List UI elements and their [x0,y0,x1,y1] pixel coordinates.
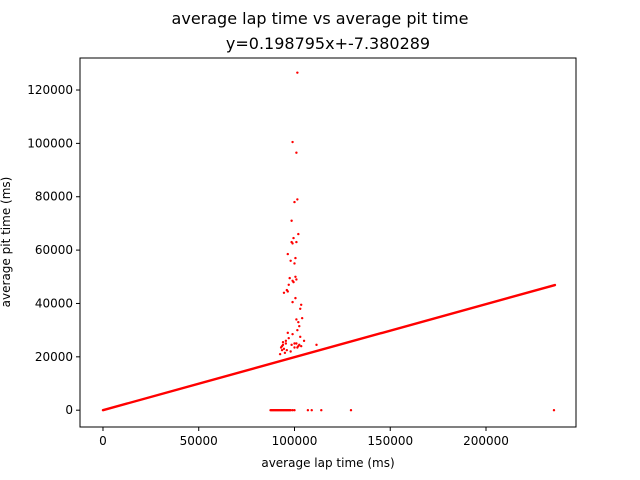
data-point [282,291,286,294]
x-tick-label: 200000 [463,434,509,448]
data-point [299,344,303,348]
data-point [295,151,298,154]
data-point [297,232,300,236]
data-point [300,316,304,320]
y-tick-label: 0 [65,403,73,417]
data-point [294,275,297,278]
data-point [287,336,290,340]
data-point [295,318,298,321]
chart-title: average lap time vs average pit time [172,9,469,28]
data-point [289,259,292,262]
data-point [284,342,288,345]
data-point [288,276,291,280]
data-point [310,408,313,412]
data-point [306,408,310,412]
data-point [291,332,294,336]
data-point [296,71,299,74]
data-point [286,331,289,335]
data-point [293,342,296,345]
y-axis-label: average pit time (ms) [0,177,13,308]
data-point [295,342,298,345]
data-point [293,408,296,412]
data-point [289,408,292,412]
data-point [552,408,556,412]
data-point [282,347,286,351]
data-point [279,346,283,349]
data-point [295,278,298,281]
data-point [291,140,294,144]
data-point [293,262,296,265]
x-axis-label: average lap time (ms) [261,456,394,470]
data-point [278,352,282,356]
x-tick-label: 150000 [367,434,413,448]
data-point [293,346,296,349]
data-point [286,290,289,293]
data-point [294,256,297,260]
data-point [281,340,285,344]
y-tick-label: 60000 [35,243,73,257]
data-point [290,343,293,347]
x-tick-label: 100000 [272,434,318,448]
data-point [297,344,300,348]
data-layer [101,71,557,412]
y-tick-label: 120000 [27,83,73,97]
data-point [291,408,294,412]
x-tick-label: 50000 [180,434,218,448]
data-point [349,408,353,412]
data-point [302,339,306,343]
y-tick-label: 100000 [27,136,73,150]
data-point [284,339,288,343]
plot-frame [79,57,577,428]
data-point [292,280,295,284]
x-tick-label: 0 [99,434,107,448]
data-point [280,348,284,352]
data-point [296,198,299,201]
data-point [298,324,301,328]
y-tick-label: 40000 [35,296,73,310]
data-point [299,307,302,311]
data-point [299,303,303,307]
data-point [293,200,296,204]
data-point [320,408,323,412]
data-point [291,242,294,245]
x-axis-ticks: 0 50000 100000 150000 200000 [99,427,509,448]
data-point [297,320,300,324]
y-tick-label: 80000 [35,190,73,204]
data-point [315,343,318,347]
data-point [283,351,287,355]
data-point [295,240,298,244]
data-point [281,343,285,347]
fit-line [101,283,557,412]
data-point [292,236,295,240]
data-point [285,348,289,352]
y-tick-label: 20000 [35,350,73,364]
data-point [287,283,290,286]
data-point [291,300,294,304]
data-point [289,350,292,353]
data-point [290,219,293,222]
y-axis-ticks: 0 20000 40000 60000 80000 100000 120000 [27,83,80,417]
data-point [294,296,297,300]
data-point [299,335,302,339]
chart-subtitle: y=0.198795x+-7.380289 [226,34,430,53]
data-point [286,252,289,256]
data-point [296,328,299,332]
